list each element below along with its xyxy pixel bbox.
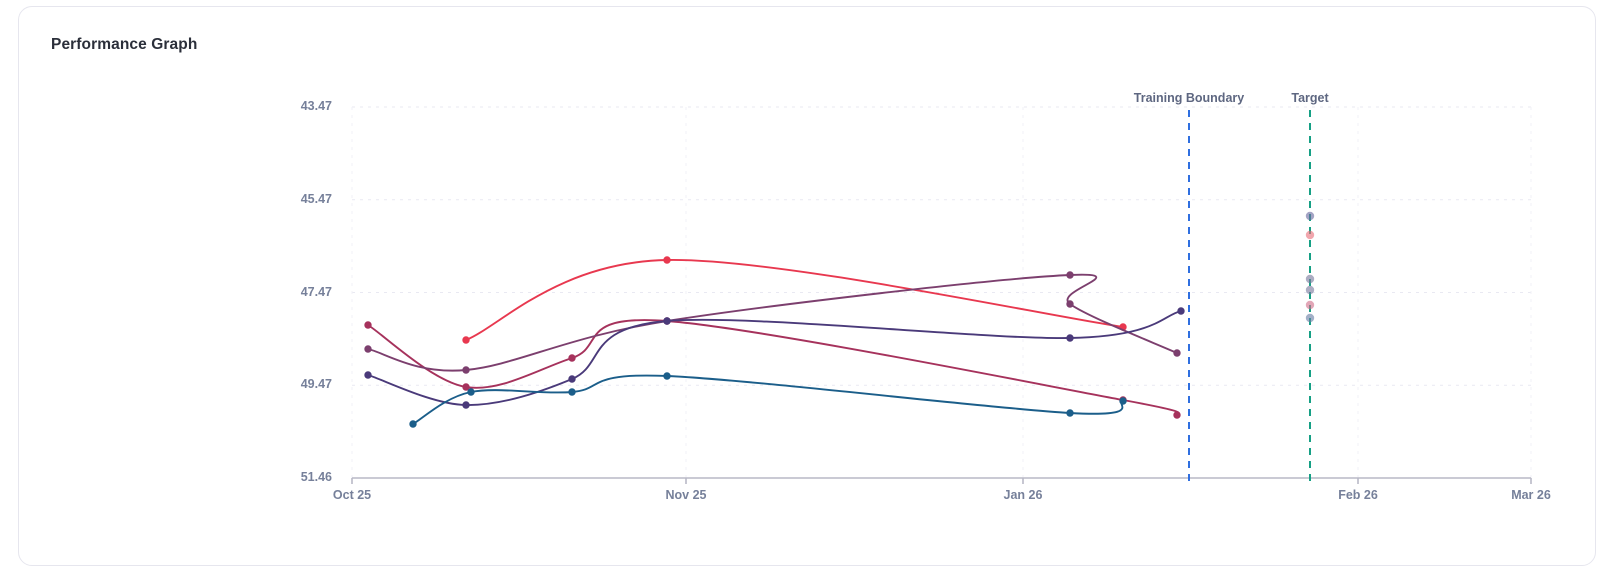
series-data-point[interactable] — [1173, 349, 1181, 357]
series-data-point[interactable] — [1173, 411, 1181, 419]
series-data-point[interactable] — [568, 388, 576, 396]
target-forecast-marker[interactable] — [1305, 230, 1315, 240]
series-data-point[interactable] — [409, 420, 417, 428]
target-forecast-marker[interactable] — [1305, 313, 1315, 323]
series-data-point[interactable] — [364, 345, 372, 353]
x-axis-tick-label: Jan 26 — [1003, 488, 1043, 502]
series-data-point[interactable] — [364, 321, 372, 329]
series-data-point[interactable] — [1066, 271, 1074, 279]
series-data-point[interactable] — [1066, 300, 1074, 308]
series-data-point[interactable] — [663, 372, 671, 380]
target-forecast-marker[interactable] — [1305, 274, 1315, 284]
series-data-point[interactable] — [462, 401, 470, 409]
series-data-point[interactable] — [663, 256, 671, 264]
y-axis-tick-label: 51.46 — [300, 470, 332, 484]
annotation-label: Target — [1291, 91, 1329, 105]
performance-graph-card: Performance Graph 43.47 45.47 47.47 49.47 51… — [18, 6, 1596, 566]
y-axis-tick-label: 43.47 — [300, 99, 332, 113]
series-line — [412, 374, 1124, 425]
chart-canvas — [351, 106, 1532, 487]
series-data-point[interactable] — [462, 366, 470, 374]
chart-series — [462, 256, 1127, 344]
series-data-point[interactable] — [1177, 307, 1185, 315]
page-title: Performance Graph — [51, 36, 198, 53]
y-axis-tick-label: 47.47 — [300, 284, 332, 299]
y-axis-tick-label: 49.47 — [300, 377, 332, 392]
series-data-point[interactable] — [1119, 397, 1127, 405]
x-axis-tick-label: Mar 26 — [1511, 488, 1551, 502]
target-forecast-marker[interactable] — [1305, 285, 1315, 295]
chart-series — [364, 271, 1181, 374]
series-data-point[interactable] — [462, 383, 470, 391]
series-data-point[interactable] — [1066, 334, 1074, 342]
x-axis-tick-label: Oct 25 — [332, 488, 372, 502]
x-axis-tick-label: Feb 26 — [1338, 488, 1378, 502]
annotation-label: Training Boundary — [1133, 91, 1245, 105]
x-axis-tick-label: Nov 25 — [665, 488, 707, 502]
series-data-point[interactable] — [1066, 409, 1074, 417]
series-data-point[interactable] — [568, 354, 576, 362]
series-line — [465, 259, 1124, 341]
series-data-point[interactable] — [467, 388, 475, 396]
chart-series — [364, 307, 1185, 409]
series-line — [367, 319, 1180, 416]
chart-series — [409, 372, 1127, 428]
y-axis-tick-label: 45.47 — [300, 191, 332, 206]
series-data-point[interactable] — [568, 375, 576, 383]
series-data-point[interactable] — [462, 336, 470, 344]
target-forecast-marker[interactable] — [1305, 300, 1315, 310]
performance-line-chart: 43.47 45.47 47.47 49.47 51.46 Oct 25 Nov 25 Jan… — [19, 7, 1595, 565]
series-data-point[interactable] — [663, 317, 671, 325]
series-data-point[interactable] — [364, 371, 372, 379]
target-forecast-marker[interactable] — [1305, 211, 1315, 221]
